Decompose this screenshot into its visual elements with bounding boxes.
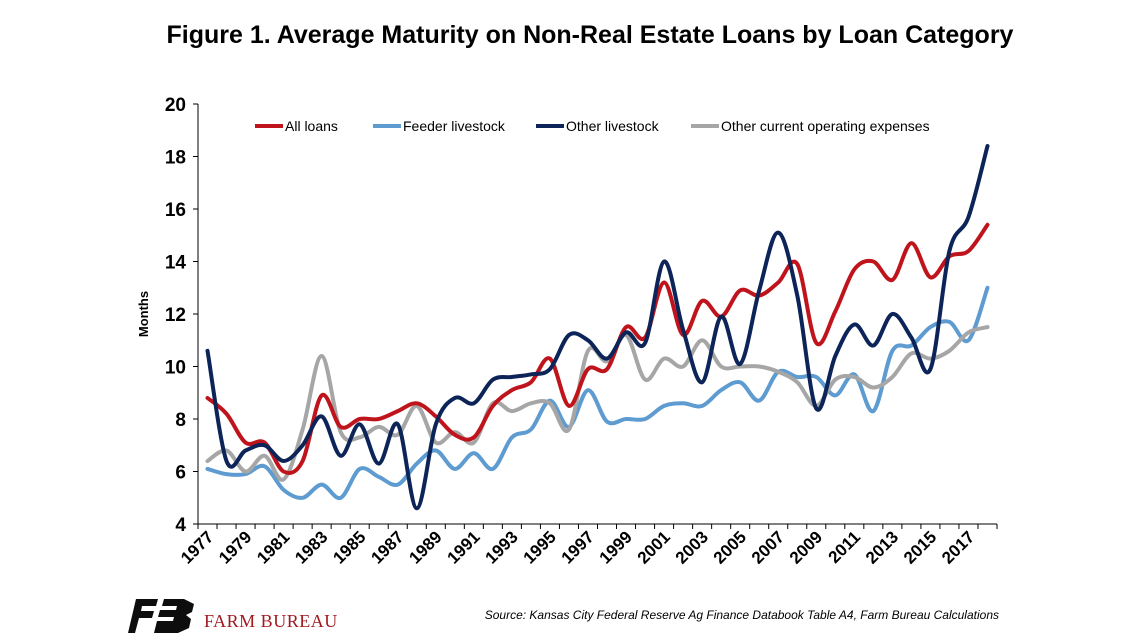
x-tick-label: 2009 (786, 527, 826, 567)
y-tick-label: 12 (165, 305, 186, 326)
y-tick-label: 6 (175, 463, 186, 484)
x-tick-label: 1983 (291, 527, 331, 567)
series-line-other-current-operating-expenses (205, 325, 990, 482)
x-tick-label: 2015 (900, 527, 940, 567)
y-tick-label: 10 (165, 358, 186, 379)
legend-label-feeder-livestock: Feeder livestock (403, 118, 506, 134)
x-tick-label: 1979 (215, 527, 255, 567)
legend-label-other-current-operating-expenses: Other current operating expenses (721, 118, 930, 134)
x-tick-label: 2003 (672, 527, 712, 567)
x-tick-label: 1995 (520, 527, 560, 567)
series-line-all-loans (205, 222, 990, 475)
x-tick-label: 2001 (634, 527, 674, 567)
y-axis-label: Months (136, 291, 151, 337)
x-tick-label: 1987 (367, 527, 407, 567)
chart-title: Figure 1. Average Maturity on Non-Real E… (166, 21, 1014, 49)
y-tick-label: 16 (165, 200, 186, 221)
y-tick-label: 4 (175, 515, 186, 536)
y-tick-label: 8 (175, 410, 186, 431)
x-tick-label: 1991 (443, 527, 483, 567)
series-line-feeder-livestock (205, 285, 990, 500)
x-tick-label: 1985 (329, 527, 369, 567)
x-tick-label: 1981 (253, 527, 293, 567)
x-tick-label: 1989 (405, 527, 445, 567)
y-tick-label: 14 (165, 253, 187, 274)
farm-bureau-logo-icon (128, 599, 194, 633)
series-line-other-livestock (205, 144, 990, 511)
x-tick-label: 1997 (558, 527, 598, 567)
x-tick-label: 2005 (710, 527, 750, 567)
x-tick-label: 2011 (825, 527, 865, 567)
legend-label-all-loans: All loans (285, 118, 338, 134)
legend-label-other-livestock: Other livestock (566, 118, 660, 134)
x-tick-label: 1993 (482, 527, 522, 567)
y-tick-label: 20 (165, 95, 186, 116)
x-tick-label: 2017 (938, 527, 978, 567)
farm-bureau-logo-text: FARM BUREAU (204, 611, 338, 631)
x-tick-label: 2013 (862, 527, 902, 567)
y-tick-label: 18 (165, 148, 186, 169)
x-tick-label: 2007 (748, 527, 788, 567)
source-note: Source: Kansas City Federal Reserve Ag F… (484, 608, 999, 622)
x-tick-label: 1999 (596, 527, 636, 567)
